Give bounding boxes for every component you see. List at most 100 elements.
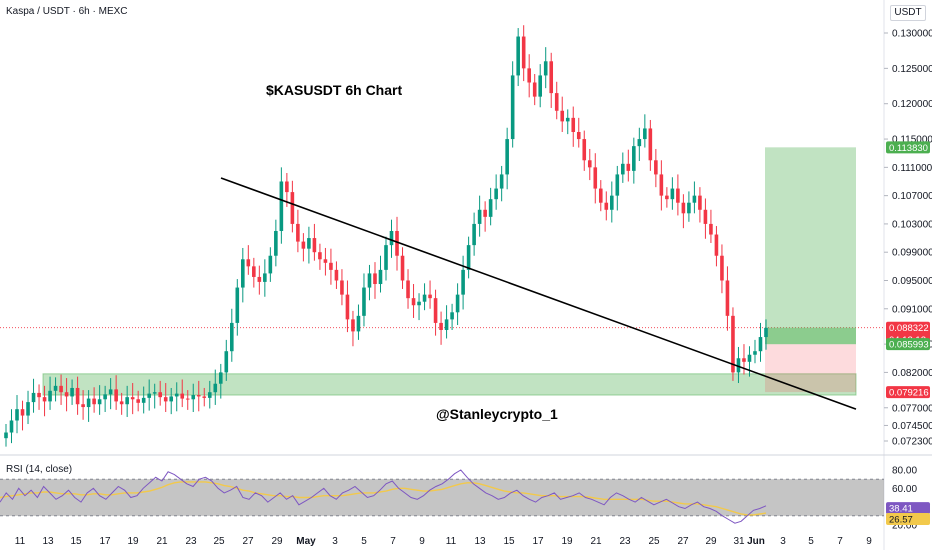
candle-body [477, 209, 482, 224]
candle-body [312, 238, 317, 253]
stop-zone [765, 344, 856, 393]
candle-body [130, 397, 135, 400]
candle-body [53, 385, 58, 391]
target-zone [765, 147, 856, 345]
y-tick-label: 0.103000 [892, 219, 932, 230]
candle-body [334, 269, 339, 281]
y-tick-label: 0.107000 [892, 191, 932, 202]
currency-unit-button[interactable]: USDT [890, 5, 926, 21]
candle-body [626, 163, 631, 171]
candle-body [428, 294, 432, 299]
candle-body [246, 259, 251, 267]
x-tick-label: 27 [677, 536, 689, 547]
y-tick-label: 0.115000 [892, 135, 932, 146]
x-tick-label: 19 [127, 536, 139, 547]
candle-body [400, 255, 405, 281]
candle-body [499, 174, 504, 189]
candle-body [180, 393, 185, 399]
candle-body [318, 252, 322, 260]
candle-body [108, 389, 113, 395]
candle-body [114, 389, 118, 402]
candle-body [450, 312, 454, 320]
candle-body [516, 36, 520, 76]
y-tick-label: 0.130000 [892, 29, 932, 40]
rsi-band [0, 479, 884, 516]
candle-body [196, 395, 201, 397]
candle-body [345, 294, 350, 320]
candle-body [70, 387, 74, 397]
candle-body [488, 199, 493, 217]
y-tick-label: 0.074500 [892, 421, 932, 432]
candle-body [290, 192, 295, 224]
candle-body [356, 315, 361, 332]
candle-body [174, 393, 179, 397]
candle-body [163, 397, 168, 402]
rsi-current-label-bg [886, 502, 930, 515]
candle-body [218, 372, 223, 384]
candle-body [241, 259, 245, 288]
x-tick-label: 15 [70, 536, 82, 547]
candle-body [527, 68, 531, 83]
x-tick-label: 21 [156, 536, 168, 547]
candle-body [444, 319, 449, 330]
candle-body [263, 273, 267, 282]
x-tick-label: 5 [361, 536, 367, 547]
candle-body [703, 209, 708, 224]
y-tick-label: 0.091000 [892, 304, 932, 315]
candle-body [373, 273, 377, 285]
candle-body [152, 392, 157, 394]
candle-body [86, 398, 91, 408]
candle-body [26, 402, 30, 416]
candle-body [687, 202, 691, 214]
candle-body [229, 322, 234, 352]
candle-body [147, 393, 151, 398]
candle-body [81, 404, 85, 408]
candle-body [433, 298, 438, 323]
candle-body [742, 358, 746, 362]
candle-body [141, 397, 146, 403]
candle-body [389, 230, 394, 246]
x-tick-label: 3 [780, 536, 786, 547]
rsi-tick-label: 60.00 [892, 484, 917, 495]
symbol-header: Kaspa / USDT · 6h · MEXC [6, 6, 128, 17]
candle-body [632, 146, 636, 171]
candle-body [549, 61, 554, 94]
candle-body [709, 223, 713, 235]
y-tick-label: 0.072300 [892, 437, 932, 448]
x-tick-label: 5 [808, 536, 814, 547]
candle-body [119, 401, 124, 405]
candle-body [48, 390, 52, 402]
current-price-label: 0.088322 [889, 323, 929, 334]
x-tick-label: 11 [15, 536, 26, 547]
candle-body [692, 195, 697, 203]
candle-body [378, 269, 383, 285]
y-tick-label: 0.095000 [892, 276, 932, 287]
candle-body [538, 75, 543, 97]
candle-body [637, 139, 642, 147]
candle-body [125, 397, 129, 405]
x-tick-label: 7 [390, 536, 396, 547]
support-zone [42, 373, 857, 396]
candle-body [42, 397, 47, 402]
candle-body [323, 259, 328, 263]
y-tick-label: 0.082000 [892, 368, 932, 379]
x-tick-label: 17 [532, 536, 544, 547]
candle-body [455, 294, 460, 313]
candle-body [543, 61, 548, 76]
rsi-tick-label: 20.00 [892, 521, 917, 532]
candle-body [576, 131, 581, 140]
candle-body [75, 387, 80, 405]
candle-body [615, 174, 620, 196]
candle-body [185, 398, 190, 400]
x-tick-label: May [296, 536, 316, 547]
rsi-line [0, 469, 767, 524]
candle-body [296, 223, 300, 242]
chart-title-annotation: $KASUSDT 6h Chart [266, 82, 403, 98]
candle-body [158, 392, 163, 398]
candle-body [510, 75, 515, 140]
candle-body [257, 276, 262, 282]
candle-body [714, 234, 719, 256]
entry-price-label-bg [886, 338, 930, 351]
candle-body [521, 36, 526, 69]
